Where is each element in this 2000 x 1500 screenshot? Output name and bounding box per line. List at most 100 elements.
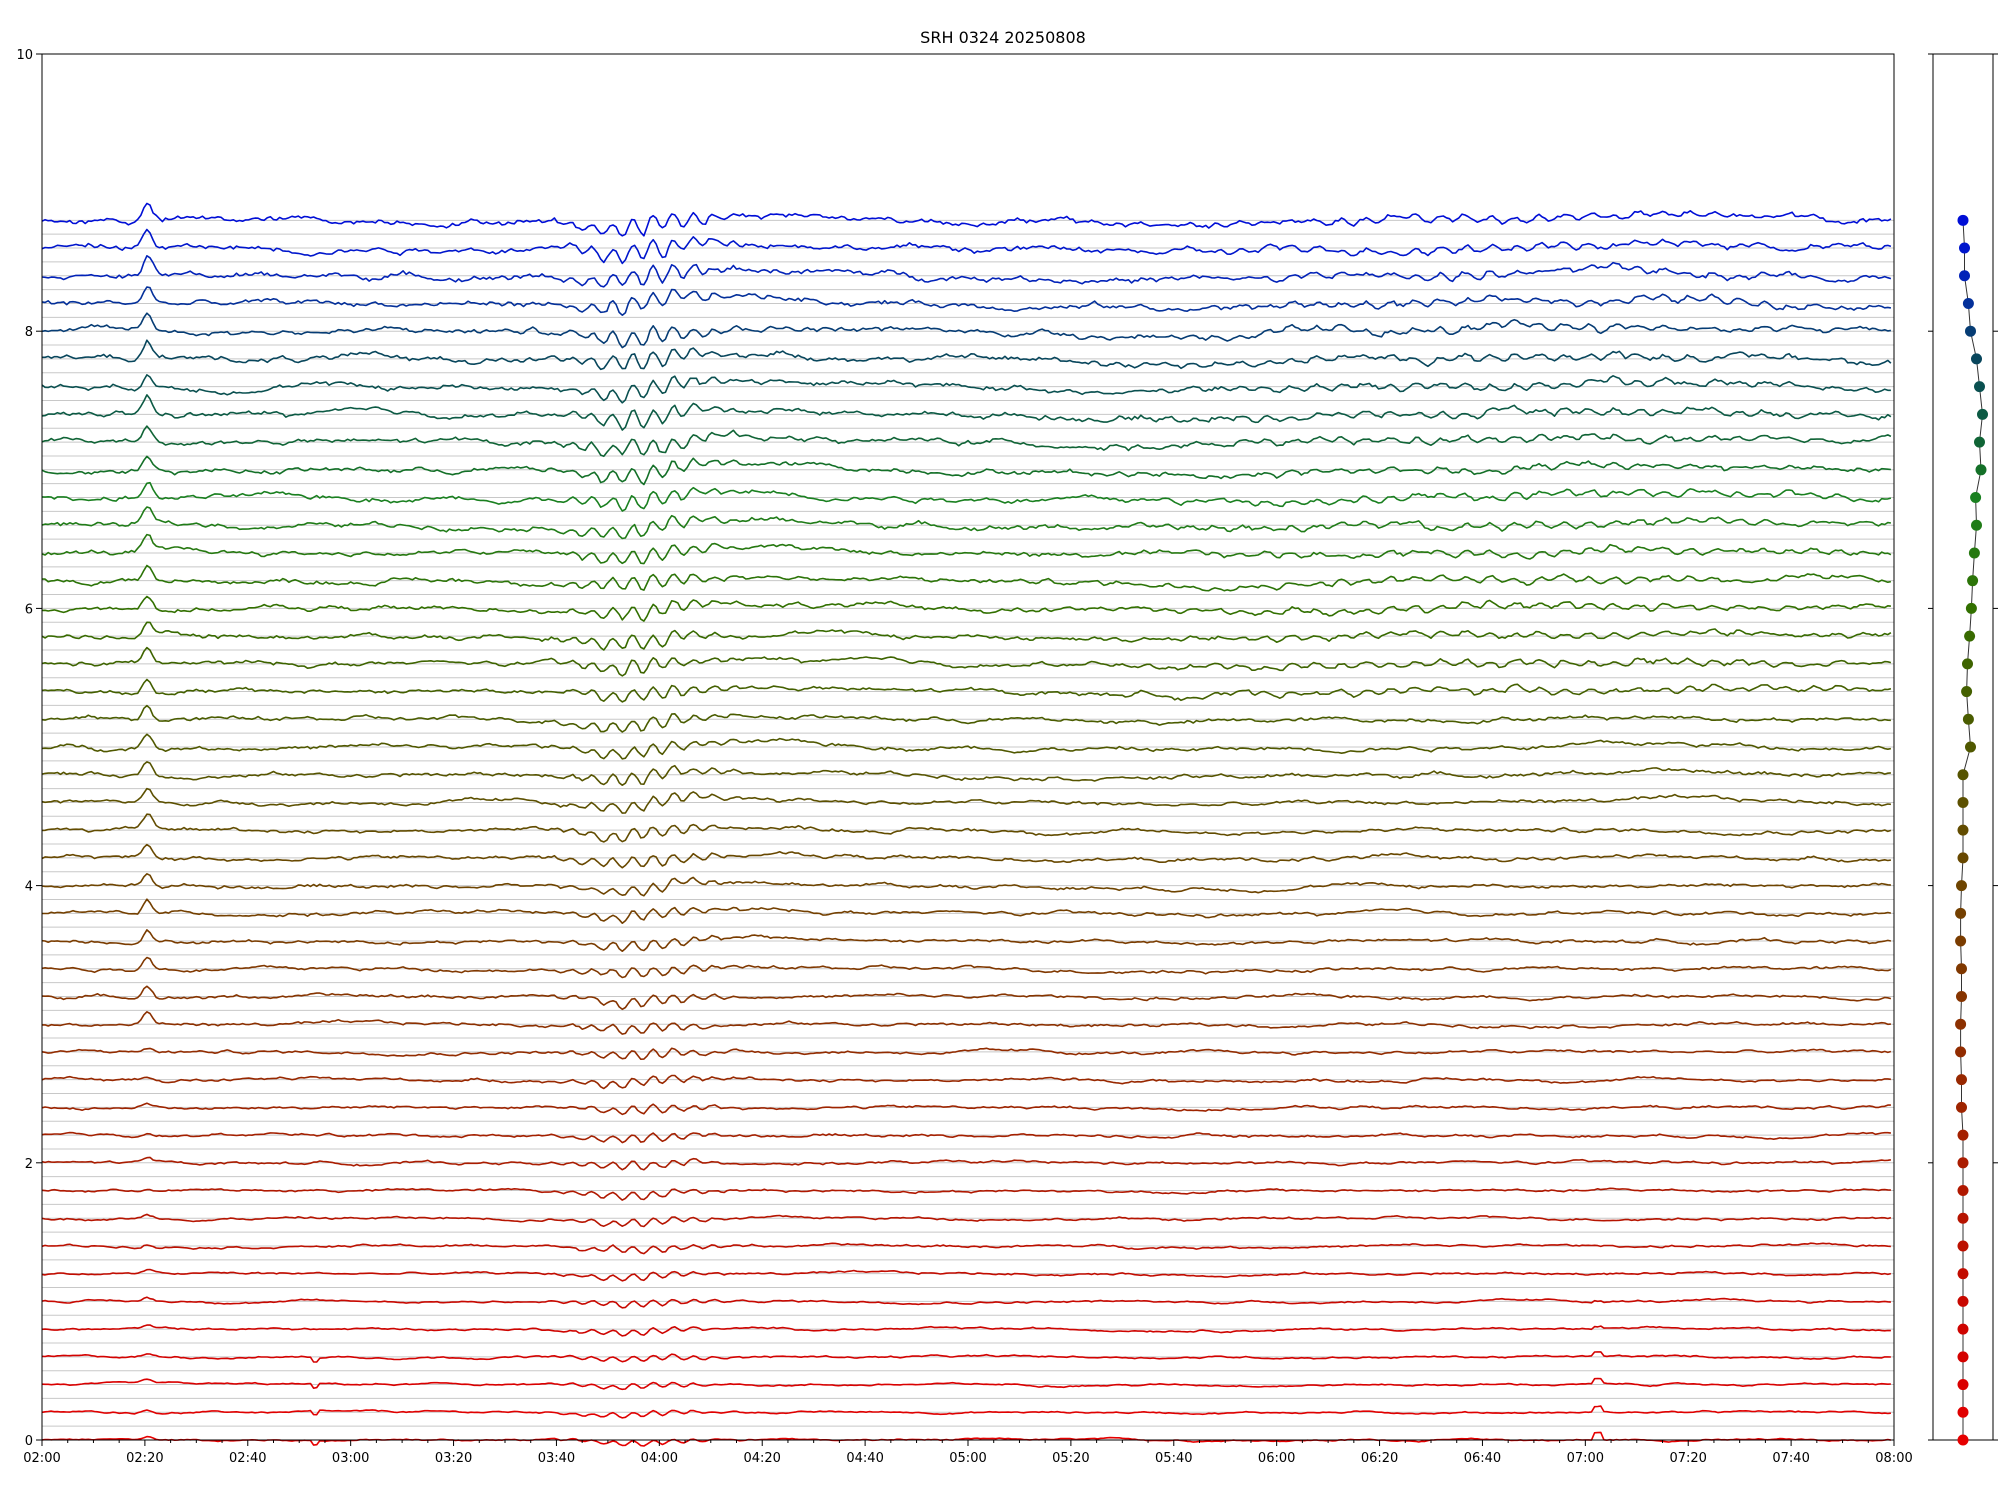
series-line-23 (41, 787, 1891, 814)
series-line-3 (41, 1351, 1891, 1363)
y-tick-label: 2 (25, 1157, 33, 1172)
x-tick-label: 05:40 (1155, 1451, 1192, 1466)
series-line-7 (41, 1242, 1891, 1255)
side-panel-point (1956, 990, 1967, 1002)
y-tick-label: 8 (25, 325, 33, 340)
series-line-1 (41, 1405, 1891, 1419)
series-line-29 (41, 621, 1892, 651)
side-panel-point (1970, 492, 1982, 504)
x-tick-label: 07:40 (1772, 1451, 1809, 1466)
series-line-16 (41, 985, 1892, 1011)
side-panel-point (1955, 907, 1967, 919)
x-tick-label: 05:00 (949, 1451, 986, 1466)
x-tick-label: 05:20 (1052, 1451, 1089, 1466)
side-panel-point (1967, 575, 1979, 587)
series-line-9 (41, 1187, 1891, 1201)
side-panel-point (1957, 769, 1969, 781)
series-line-24 (41, 761, 1891, 787)
side-panel-point (1971, 519, 1982, 531)
series-line-41 (41, 286, 1892, 317)
side-panel-point (1957, 1185, 1969, 1197)
series-line-35 (41, 455, 1891, 486)
side-panel-point (1959, 270, 1970, 282)
chart-title: SRH 0324 20250808 (920, 28, 1086, 47)
series-line-36 (41, 425, 1892, 458)
series-line-40 (41, 312, 1892, 349)
series-line-39 (42, 339, 1892, 371)
x-tick-label: 06:00 (1258, 1451, 1295, 1466)
x-tick-label: 02:00 (23, 1451, 60, 1466)
side-panel-point (1957, 1268, 1969, 1280)
series-line-30 (41, 595, 1892, 622)
series-line-31 (42, 564, 1892, 592)
y-tick-label: 0 (25, 1434, 33, 1449)
y-tick-label: 6 (25, 602, 33, 617)
series-line-10 (41, 1156, 1892, 1171)
series-line-37 (41, 394, 1892, 431)
series-line-21 (41, 843, 1892, 869)
x-tick-label: 02:40 (229, 1451, 266, 1466)
side-panel-point (1965, 602, 1977, 614)
x-tick-label: 04:00 (641, 1451, 678, 1466)
series-line-8 (41, 1213, 1892, 1228)
y-axis: 0 2 4 6 8 10 (16, 48, 1998, 1449)
x-tick-label: 04:40 (846, 1451, 883, 1466)
series-line-19 (42, 898, 1892, 925)
series-line-27 (41, 678, 1892, 703)
series-line-28 (41, 646, 1892, 677)
series-line-33 (41, 506, 1892, 540)
series-line-17 (41, 956, 1892, 979)
side-panel-point (1962, 713, 1974, 725)
x-tick-label: 06:20 (1361, 1451, 1398, 1466)
x-tick-label: 03:20 (435, 1451, 472, 1466)
side-panel-point (1957, 1295, 1969, 1307)
side-panel-point (1956, 1101, 1967, 1113)
y-tick-label: 10 (16, 48, 33, 63)
series-line-6 (41, 1268, 1892, 1282)
x-tick-label: 03:40 (538, 1451, 575, 1466)
side-panel-point (1955, 1018, 1967, 1030)
series-line-22 (41, 813, 1892, 843)
side-panel-point (1974, 381, 1985, 393)
side-panel-point (1957, 1434, 1969, 1446)
series-line-18 (41, 929, 1892, 953)
series-line-42 (41, 255, 1892, 288)
x-tick-label: 07:20 (1669, 1451, 1706, 1466)
x-tick-label: 03:00 (332, 1451, 369, 1466)
side-panel-point (1957, 214, 1969, 226)
side-panel-point (1957, 1212, 1969, 1224)
side-panel-point (1961, 686, 1973, 698)
side-panel-point (1957, 1129, 1969, 1141)
side-panel-point (1956, 880, 1967, 892)
x-axis: 02:00 02:20 02:40 03:00 03:20 03:40 04:00 04:20… (23, 1440, 1913, 1466)
series-line-13 (41, 1074, 1892, 1090)
side-panel (1932, 53, 1994, 1446)
side-panel-point (1957, 1406, 1969, 1418)
side-panel-point (1957, 824, 1969, 836)
side-panel-point (1964, 630, 1976, 642)
series-line-2 (41, 1377, 1891, 1391)
side-panel-point (1957, 796, 1969, 808)
side-panel-point (1975, 464, 1987, 476)
side-panel-point (1962, 297, 1974, 309)
side-panel-point (1977, 408, 1988, 420)
side-panel-point (1968, 547, 1980, 559)
side-panel-point (1957, 1240, 1969, 1252)
series-line-14 (41, 1047, 1892, 1060)
side-panel-point (1974, 436, 1985, 448)
x-tick-label: 08:00 (1875, 1451, 1912, 1466)
side-panel-point (1971, 353, 1982, 365)
side-panel-point (1957, 852, 1969, 864)
x-tick-label: 07:00 (1567, 1451, 1604, 1466)
series-line-15 (42, 1010, 1891, 1035)
x-tick-label: 04:20 (743, 1451, 780, 1466)
series-line-12 (41, 1102, 1891, 1116)
series-line-4 (41, 1324, 1891, 1337)
side-panel-point (1957, 1379, 1969, 1391)
x-tick-label: 02:20 (126, 1451, 163, 1466)
series-line-34 (41, 481, 1892, 512)
series-line-25 (41, 733, 1892, 760)
side-panel-point (1965, 741, 1976, 753)
series-line-44 (41, 202, 1892, 237)
